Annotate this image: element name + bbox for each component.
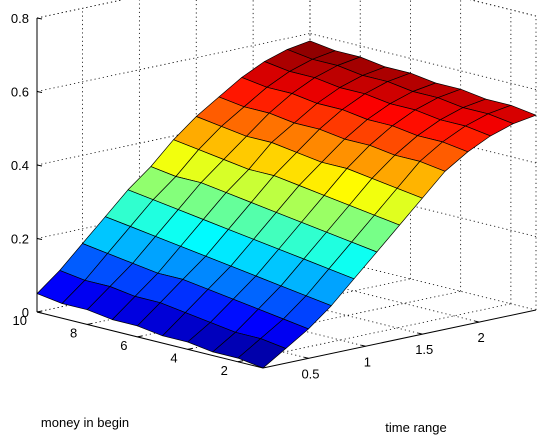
sidewall-gridline-z [309, 33, 537, 90]
y-tick-label: 6 [120, 338, 127, 353]
backwall-gridline-z [36, 106, 311, 166]
y-tick-label: 8 [70, 325, 77, 340]
x-tick [361, 344, 366, 347]
sidewall-gridline-z [469, 0, 537, 17]
box-edge [36, 0, 124, 19]
backwall-gridline-z [36, 33, 311, 92]
z-tick-label: 0.8 [11, 11, 29, 26]
z-tick-label: 0.2 [11, 232, 29, 247]
box-edge [469, 0, 537, 17]
surface-layer [36, 40, 537, 369]
z-tick [36, 17, 43, 20]
y-tick [87, 322, 93, 325]
y-tick-label: 2 [221, 363, 228, 378]
tick-layer: 0.5 1 1.5 2 2 4 6 8 100 0.2 0.4 0.6 0.8 [11, 11, 485, 381]
z-tick-label: 0.4 [11, 158, 29, 173]
z-tick [36, 238, 43, 240]
y-tick [137, 335, 143, 338]
z-tick-label: 0 [22, 305, 29, 320]
y-tick-label: 10 [13, 313, 27, 328]
y-tick [187, 347, 193, 350]
x-tick [304, 356, 309, 359]
x-tick-label: 1 [364, 354, 371, 369]
backwall-gridline-z [36, 0, 124, 19]
x-tick-label: 0.5 [301, 366, 319, 381]
z-tick [36, 91, 43, 93]
x-tick [418, 332, 423, 335]
z-tick [36, 311, 43, 314]
surface-patch [237, 338, 287, 369]
x-tick-label: 2 [478, 330, 485, 345]
y-tick-label: 4 [170, 350, 177, 365]
x-tick [475, 320, 480, 323]
y-axis-line [36, 311, 264, 369]
z-tick-label: 0.6 [11, 85, 29, 100]
x-tick-label: 1.5 [415, 342, 433, 357]
y-tick [237, 360, 243, 363]
y-axis-label: money in begin [41, 415, 129, 430]
x-axis-label: time range [385, 420, 446, 435]
z-tick [36, 164, 43, 167]
floor-gridline-y [237, 303, 511, 363]
